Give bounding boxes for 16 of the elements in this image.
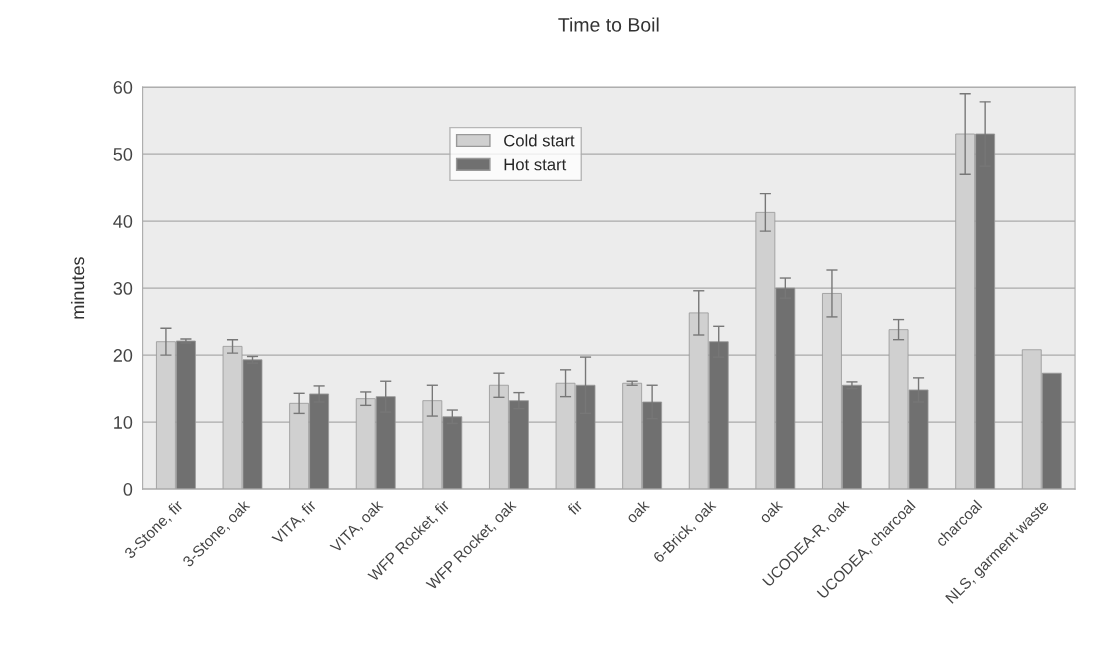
legend-label: Cold start (504, 134, 575, 147)
x-tick-label: oak (758, 498, 784, 524)
x-tick-label: oak (625, 498, 651, 524)
y-tick-label: 20 (113, 349, 133, 362)
y-axis-title: minutes (70, 257, 85, 319)
x-tick-label: fir (566, 499, 584, 516)
y-tick-label: 60 (113, 81, 133, 94)
x-tick-label: VITA, oak (329, 498, 385, 555)
y-tick-label: 50 (113, 148, 133, 161)
legend-label: Hot start (504, 158, 567, 171)
y-tick-label: 0 (123, 483, 133, 496)
y-tick-label: 30 (113, 282, 133, 295)
y-tick-label: 40 (113, 215, 133, 228)
chart-title: Time to Boil (558, 17, 659, 32)
x-tick-label: VITA, fir (270, 499, 319, 547)
y-tick-label: 10 (114, 416, 133, 429)
